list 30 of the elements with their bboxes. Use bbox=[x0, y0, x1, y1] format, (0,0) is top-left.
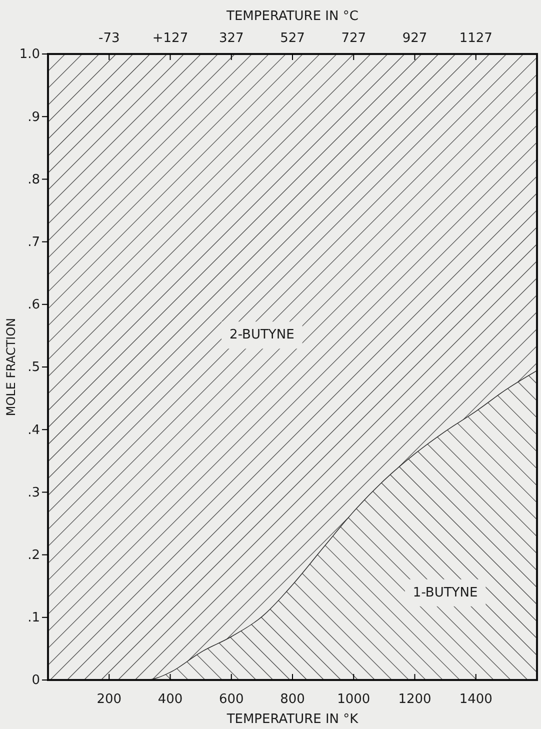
x-tick-label: 400 bbox=[158, 692, 183, 708]
y-axis-title: MOLE FRACTION bbox=[4, 318, 18, 416]
x-tick-label: 1200 bbox=[398, 692, 432, 708]
x2-tick-label: +127 bbox=[152, 31, 188, 46]
x-tick-label: 600 bbox=[218, 692, 244, 708]
y-tick-label: .2 bbox=[28, 548, 40, 563]
y-tick-label: .1 bbox=[28, 610, 40, 626]
x2-axis-title: TEMPERATURE IN °C bbox=[226, 9, 358, 24]
x2-tick-label: 527 bbox=[280, 31, 305, 46]
x2-tick-label: 327 bbox=[218, 31, 244, 46]
x-axis-title: TEMPERATURE IN °K bbox=[226, 712, 359, 727]
y-tick-label: 1.0 bbox=[19, 47, 40, 62]
x2-tick-label: 727 bbox=[341, 31, 366, 46]
y-tick-label: .6 bbox=[28, 298, 40, 313]
x2-tick-label: 927 bbox=[402, 31, 428, 46]
x2-tick-label: -73 bbox=[98, 31, 120, 46]
x-tick-label: 800 bbox=[280, 692, 305, 708]
y-tick-label: .9 bbox=[28, 110, 40, 125]
y-tick-label: 0 bbox=[32, 673, 40, 688]
series-label: 1-BUTYNE bbox=[412, 585, 478, 600]
y-tick-label: .8 bbox=[28, 172, 40, 188]
y-tick-label: .7 bbox=[28, 234, 40, 250]
x-tick-label: 200 bbox=[96, 692, 122, 708]
y-tick-label: .5 bbox=[28, 360, 40, 376]
x-tick-label: 1000 bbox=[337, 692, 370, 708]
x-tick-label: 1400 bbox=[459, 692, 492, 708]
y-tick-label: .3 bbox=[28, 485, 40, 500]
x2-tick-label: 1127 bbox=[459, 31, 492, 46]
y-tick-label: .4 bbox=[28, 422, 40, 438]
series-label: 2-BUTYNE bbox=[230, 328, 294, 343]
